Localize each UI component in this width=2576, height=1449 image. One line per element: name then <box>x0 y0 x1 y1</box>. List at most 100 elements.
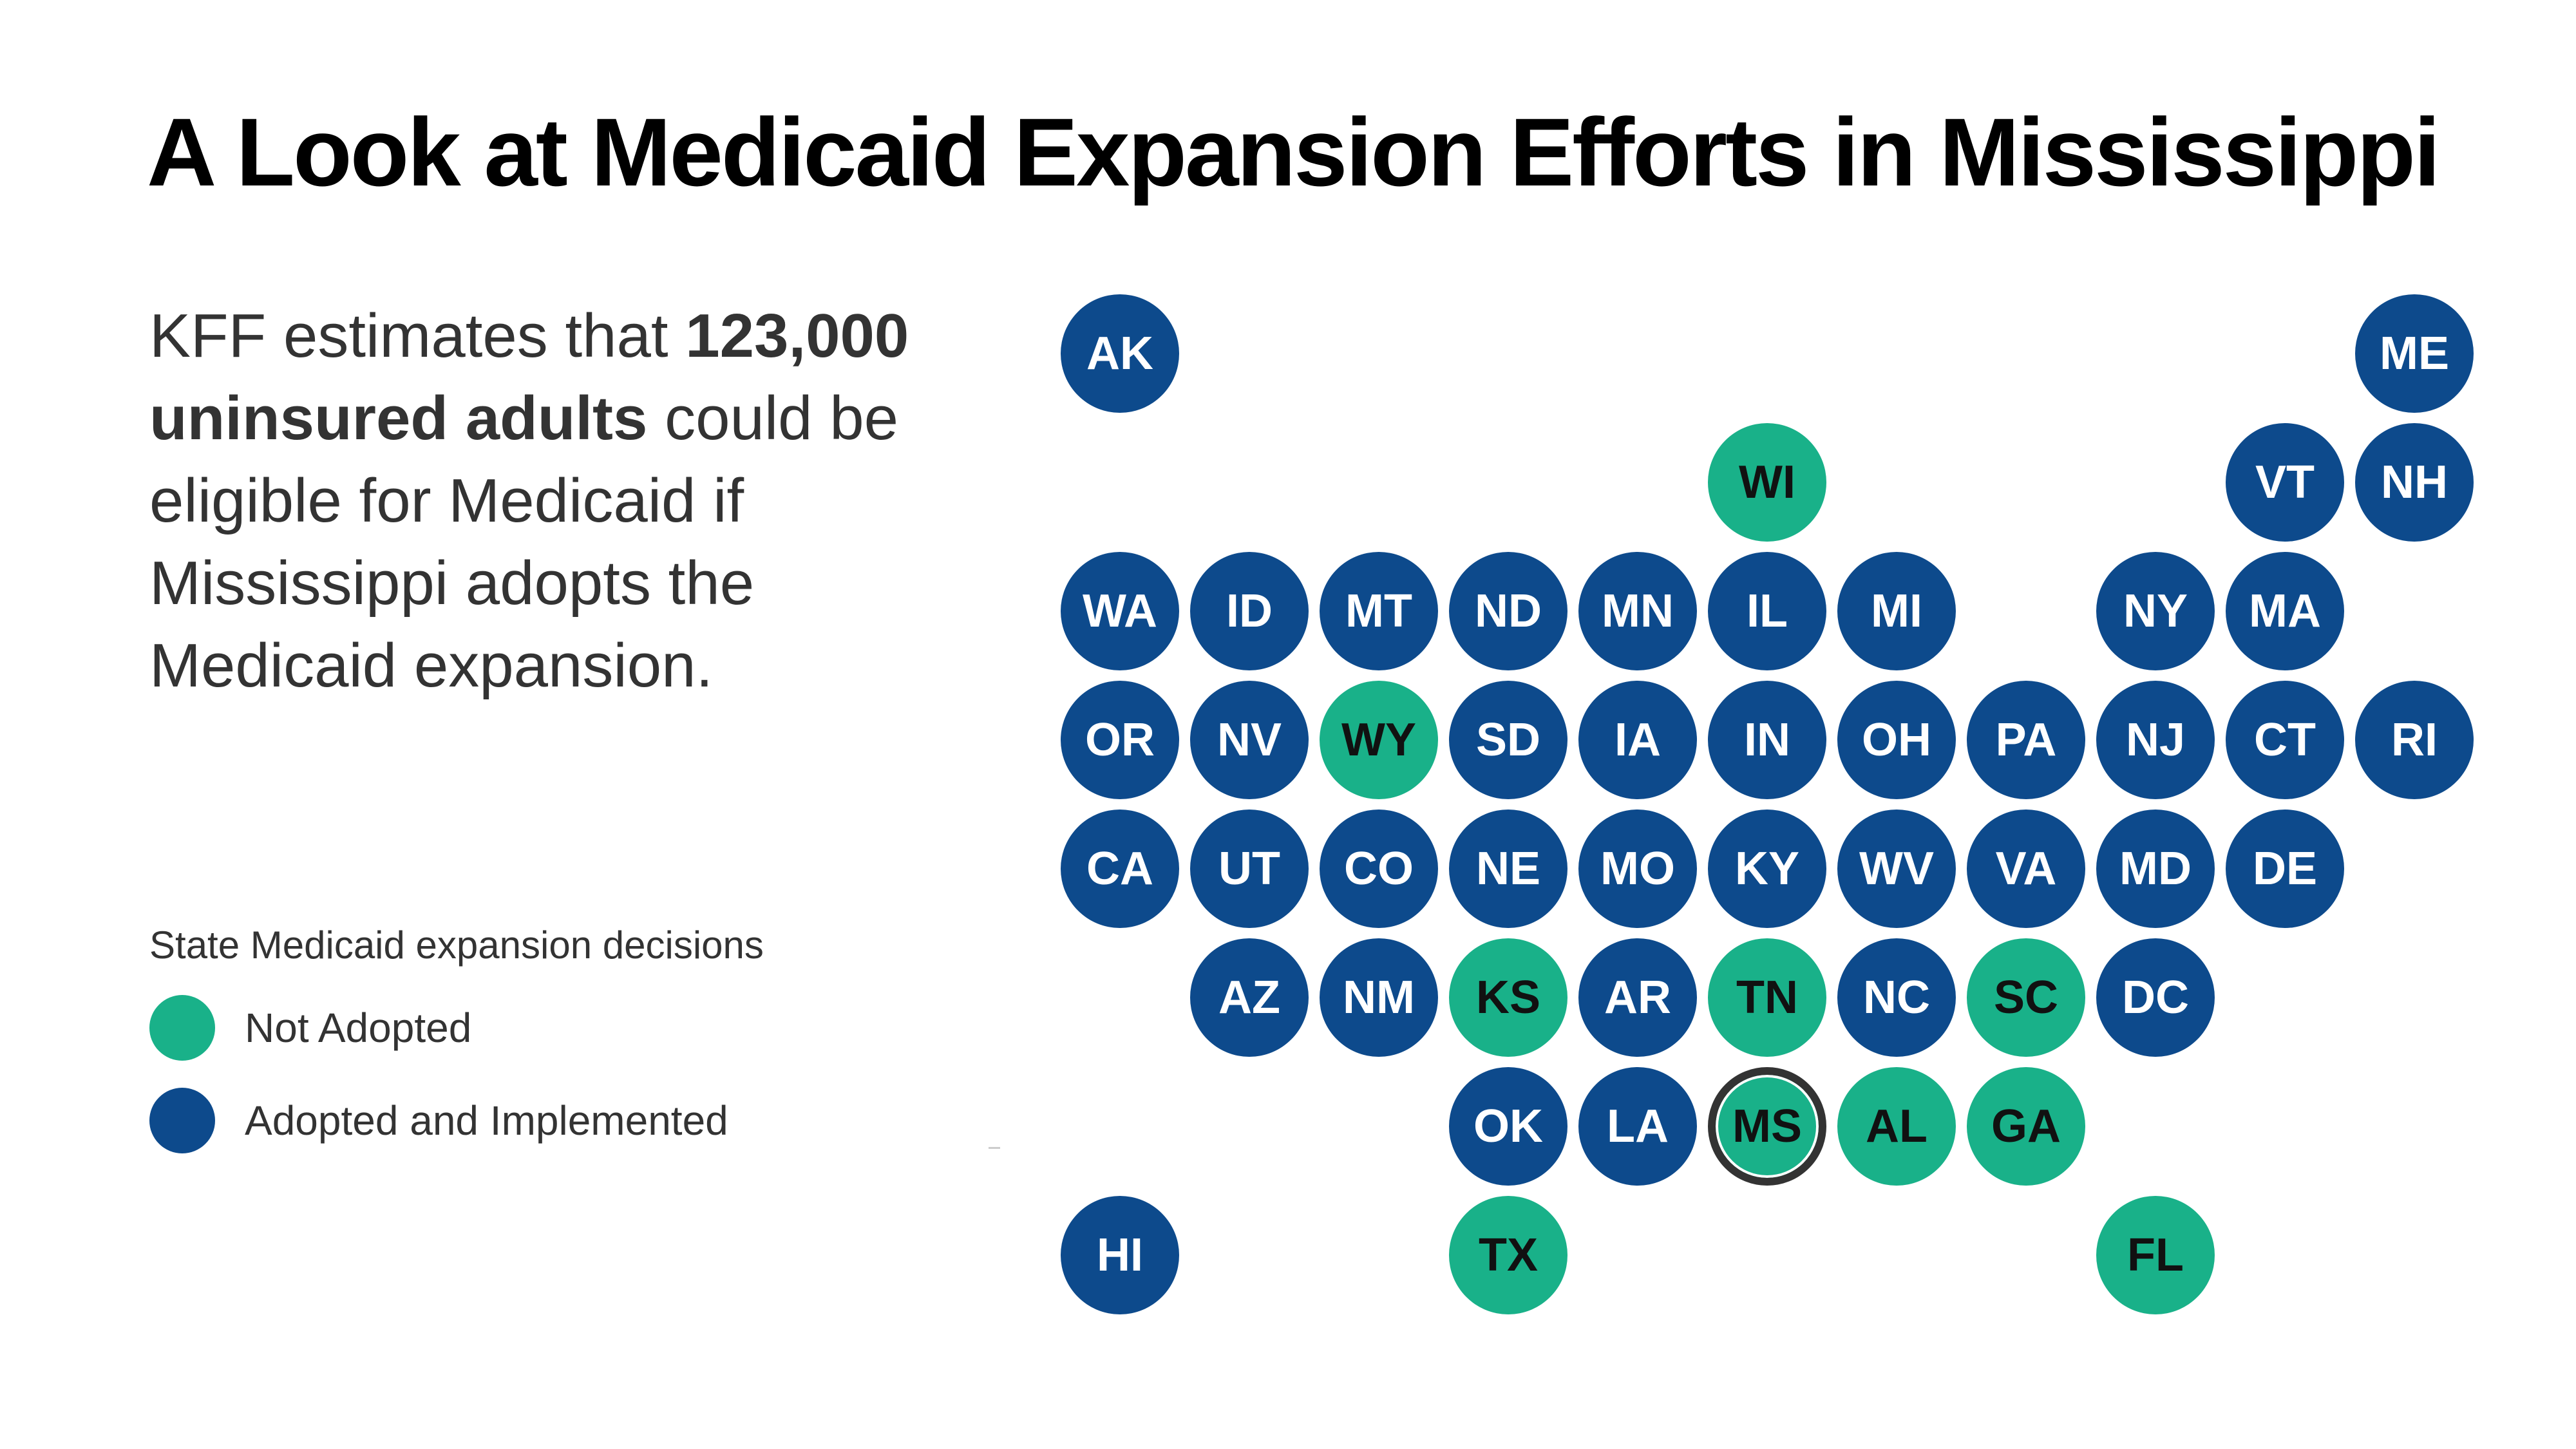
state-label: NY <box>2123 585 2188 637</box>
state-label: MN <box>1602 585 1674 637</box>
legend-label-adopted: Adopted and Implemented <box>245 1097 728 1144</box>
state-tile-nm: NM <box>1320 938 1438 1057</box>
blurb-highlight: 123,000 uninsured adults <box>149 301 909 453</box>
state-tile-de: DE <box>2226 810 2344 928</box>
state-label: VT <box>2255 457 2315 508</box>
state-tile-mo: MO <box>1578 810 1697 928</box>
state-label: OK <box>1473 1101 1543 1152</box>
state-label: IA <box>1615 714 1661 766</box>
state-tile-ga: GA <box>1967 1067 2085 1186</box>
state-tile-wv: WV <box>1837 810 1956 928</box>
state-tile-hi: HI <box>1061 1196 1179 1314</box>
state-tile-ut: UT <box>1190 810 1309 928</box>
state-label: FL <box>2127 1229 2184 1281</box>
state-label: VA <box>1995 843 2057 895</box>
state-tile-ne: NE <box>1449 810 1567 928</box>
state-tile-ok: OK <box>1449 1067 1567 1186</box>
state-label: AK <box>1086 328 1153 379</box>
state-tile-map: AK ME WI VT NH WA ID MT ND MN IL MI NY MA OR NV WY SD IA IN… <box>1030 270 2512 1365</box>
state-tile-sd: SD <box>1449 681 1567 799</box>
state-tile-or: OR <box>1061 681 1179 799</box>
state-tile-mi: MI <box>1837 552 1956 670</box>
state-label: WY <box>1341 714 1416 766</box>
state-tile-mt: MT <box>1320 552 1438 670</box>
state-tile-mn: MN <box>1578 552 1697 670</box>
legend-swatch-adopted <box>149 1088 215 1153</box>
state-label: IN <box>1744 714 1790 766</box>
state-tile-ia: IA <box>1578 681 1697 799</box>
state-label: AZ <box>1218 972 1280 1023</box>
state-label: GA <box>1991 1101 2061 1152</box>
state-tile-dc: DC <box>2096 938 2215 1057</box>
state-label: CA <box>1086 843 1153 895</box>
state-tile-co: CO <box>1320 810 1438 928</box>
legend-item-not-adopted: Not Adopted <box>149 994 764 1061</box>
state-label: NH <box>2381 457 2448 508</box>
state-label: OH <box>1862 714 1931 766</box>
state-tile-wa: WA <box>1061 552 1179 670</box>
state-label: NM <box>1343 972 1415 1023</box>
state-label: WV <box>1859 843 1934 895</box>
state-tile-nd: ND <box>1449 552 1567 670</box>
state-tile-al: AL <box>1837 1067 1956 1186</box>
state-label: WI <box>1739 457 1795 508</box>
state-label: SD <box>1475 714 1541 766</box>
state-label: DC <box>2122 972 2189 1023</box>
legend-swatch-not-adopted <box>149 995 215 1061</box>
state-label: MO <box>1600 843 1675 895</box>
state-tile-pa: PA <box>1967 681 2085 799</box>
state-label: UT <box>1218 843 1280 895</box>
state-tile-sc: SC <box>1967 938 2085 1057</box>
state-tile-az: AZ <box>1190 938 1309 1057</box>
state-tile-fl: FL <box>2096 1196 2215 1314</box>
blurb-tail: could be eligible for Medicaid if Missis… <box>149 384 899 700</box>
state-tile-nj: NJ <box>2096 681 2215 799</box>
state-tile-ak: AK <box>1061 294 1179 413</box>
page-title: A Look at Medicaid Expansion Efforts in … <box>147 98 2441 206</box>
state-tile-md: MD <box>2096 810 2215 928</box>
map-legend: State Medicaid expansion decisions Not A… <box>149 920 764 1180</box>
divider-mark <box>989 1147 1000 1149</box>
state-label: NE <box>1475 843 1541 895</box>
state-tile-wi: WI <box>1708 423 1826 542</box>
state-tile-ct: CT <box>2226 681 2344 799</box>
state-tile-ma: MA <box>2226 552 2344 670</box>
state-label: WA <box>1083 585 1157 637</box>
state-tile-tx: TX <box>1449 1196 1567 1314</box>
state-label: ND <box>1475 585 1542 637</box>
state-label: NV <box>1217 714 1282 766</box>
estimate-blurb: KFF estimates that 123,000 uninsured adu… <box>149 295 948 707</box>
state-label: DE <box>2252 843 2318 895</box>
state-tile-ks: KS <box>1449 938 1567 1057</box>
state-label: CO <box>1344 843 1414 895</box>
state-tile-il: IL <box>1708 552 1826 670</box>
legend-item-adopted: Adopted and Implemented <box>149 1087 764 1154</box>
state-label: ME <box>2380 328 2449 379</box>
state-label: RI <box>2391 714 2438 766</box>
state-label: MA <box>2249 585 2321 637</box>
state-tile-me: ME <box>2355 294 2474 413</box>
state-label: ID <box>1226 585 1273 637</box>
state-tile-ri: RI <box>2355 681 2474 799</box>
state-tile-nc: NC <box>1837 938 1956 1057</box>
legend-title: State Medicaid expansion decisions <box>149 923 764 967</box>
state-label: AR <box>1604 972 1671 1023</box>
state-label: HI <box>1097 1229 1143 1281</box>
blurb-lead: KFF estimates that <box>149 301 686 370</box>
state-tile-nh: NH <box>2355 423 2474 542</box>
state-tile-ar: AR <box>1578 938 1697 1057</box>
state-label: MD <box>2119 843 2192 895</box>
state-tile-ca: CA <box>1061 810 1179 928</box>
state-label: TX <box>1478 1229 1538 1281</box>
state-label: AL <box>1866 1101 1927 1152</box>
state-tile-ky: KY <box>1708 810 1826 928</box>
state-label: KS <box>1475 972 1541 1023</box>
state-label: LA <box>1607 1101 1669 1152</box>
state-label: KY <box>1734 843 1800 895</box>
state-tile-wy: WY <box>1320 681 1438 799</box>
state-tile-la: LA <box>1578 1067 1697 1186</box>
state-label: PA <box>1995 714 2057 766</box>
state-tile-ms: MS <box>1708 1067 1826 1186</box>
state-label: TN <box>1736 972 1798 1023</box>
state-tile-oh: OH <box>1837 681 1956 799</box>
